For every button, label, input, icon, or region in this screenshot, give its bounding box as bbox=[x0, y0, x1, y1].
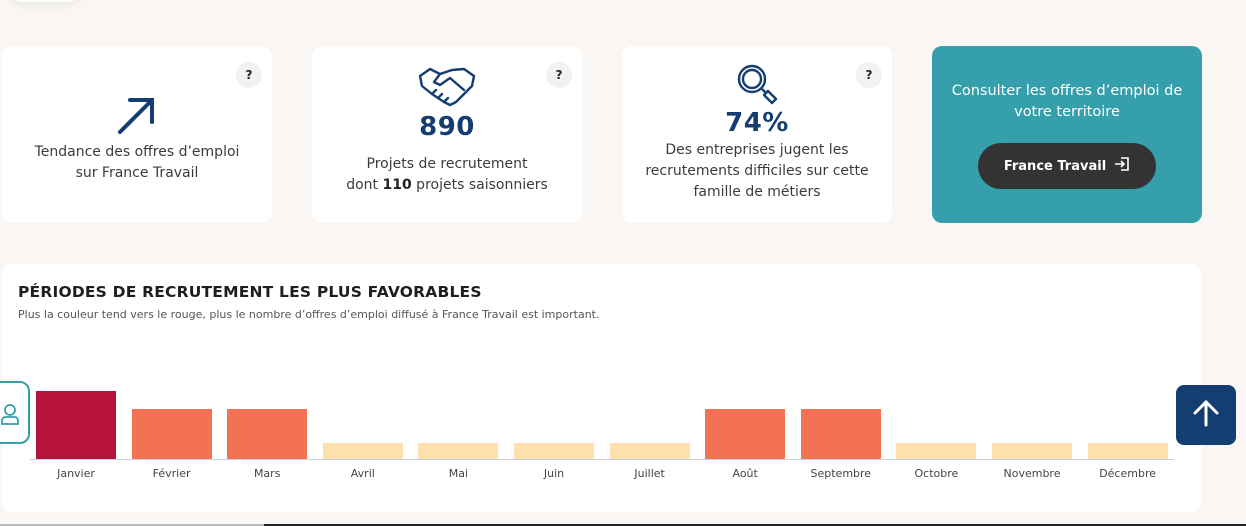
seasonal-count: 110 bbox=[382, 177, 412, 193]
trend-card: ? Tendance des offres d’emploi sur Franc… bbox=[2, 46, 272, 223]
bar-décembre bbox=[1087, 443, 1168, 459]
month-label: Mai bbox=[448, 467, 469, 480]
handshake-icon bbox=[312, 66, 582, 108]
difficulty-description: Des entreprises jugent les recrutements … bbox=[645, 142, 869, 200]
bar-novembre bbox=[992, 443, 1072, 459]
month-label: Septembre bbox=[810, 467, 872, 480]
month-label: Octobre bbox=[914, 467, 959, 480]
recruitment-projects-card: ? 890 Projets de recrutement dont 110 pr… bbox=[312, 46, 582, 223]
bar-mai bbox=[418, 443, 499, 459]
trend-description: Tendance des offres d’emploi sur France … bbox=[34, 144, 240, 181]
external-login-icon bbox=[1114, 156, 1130, 176]
france-travail-button[interactable]: France Travail bbox=[977, 143, 1157, 189]
user-icon bbox=[0, 403, 20, 429]
month-label: Mars bbox=[253, 467, 281, 480]
magnifier-icon bbox=[622, 62, 892, 106]
bottom-strip bbox=[0, 524, 1246, 526]
bar-juin bbox=[514, 443, 594, 459]
difficulty-percentage: 74% bbox=[725, 108, 789, 138]
job-offers-cta-card: Consulter les offres d’emploi de votre t… bbox=[932, 46, 1202, 223]
month-label: Août bbox=[732, 467, 758, 480]
trend-up-arrow-icon bbox=[2, 94, 272, 136]
bar-juillet bbox=[609, 443, 690, 459]
month-label: Janvier bbox=[57, 467, 95, 480]
month-label: Juin bbox=[543, 467, 565, 480]
bar-janvier bbox=[36, 391, 116, 459]
x-axis bbox=[30, 459, 1174, 460]
projects-count: 890 bbox=[419, 112, 475, 142]
arrow-up-icon bbox=[1190, 397, 1222, 433]
help-button[interactable]: ? bbox=[856, 62, 882, 88]
month-label: Juillet bbox=[634, 467, 665, 480]
month-label: Décembre bbox=[1099, 467, 1156, 480]
scroll-to-top-button[interactable] bbox=[1176, 385, 1236, 445]
bar-août bbox=[705, 409, 786, 459]
profile-side-button[interactable] bbox=[0, 381, 30, 444]
panel-title: PÉRIODES DE RECRUTEMENT LES PLUS FAVORAB… bbox=[18, 283, 482, 301]
cta-text: Consulter les offres d’emploi de votre t… bbox=[951, 83, 1183, 120]
bar-octobre bbox=[896, 443, 977, 459]
help-button[interactable]: ? bbox=[236, 62, 262, 88]
bar-avril bbox=[322, 443, 403, 459]
top-pill bbox=[10, 0, 80, 2]
recruitment-difficulty-card: ? 74% Des entreprises jugent les recrute… bbox=[622, 46, 892, 223]
projects-description: Projets de recrutement dont 110 projets … bbox=[346, 156, 548, 193]
panel-subtitle: Plus la couleur tend vers le rouge, plus… bbox=[18, 308, 600, 321]
recruitment-periods-panel: PÉRIODES DE RECRUTEMENT LES PLUS FAVORAB… bbox=[2, 264, 1202, 512]
month-label: Novembre bbox=[1003, 467, 1061, 480]
month-label: Février bbox=[152, 467, 191, 480]
help-button[interactable]: ? bbox=[546, 62, 572, 88]
bar-février bbox=[131, 409, 212, 459]
bar-septembre bbox=[800, 409, 881, 459]
month-label: Avril bbox=[350, 467, 375, 480]
bar-mars bbox=[227, 409, 308, 459]
